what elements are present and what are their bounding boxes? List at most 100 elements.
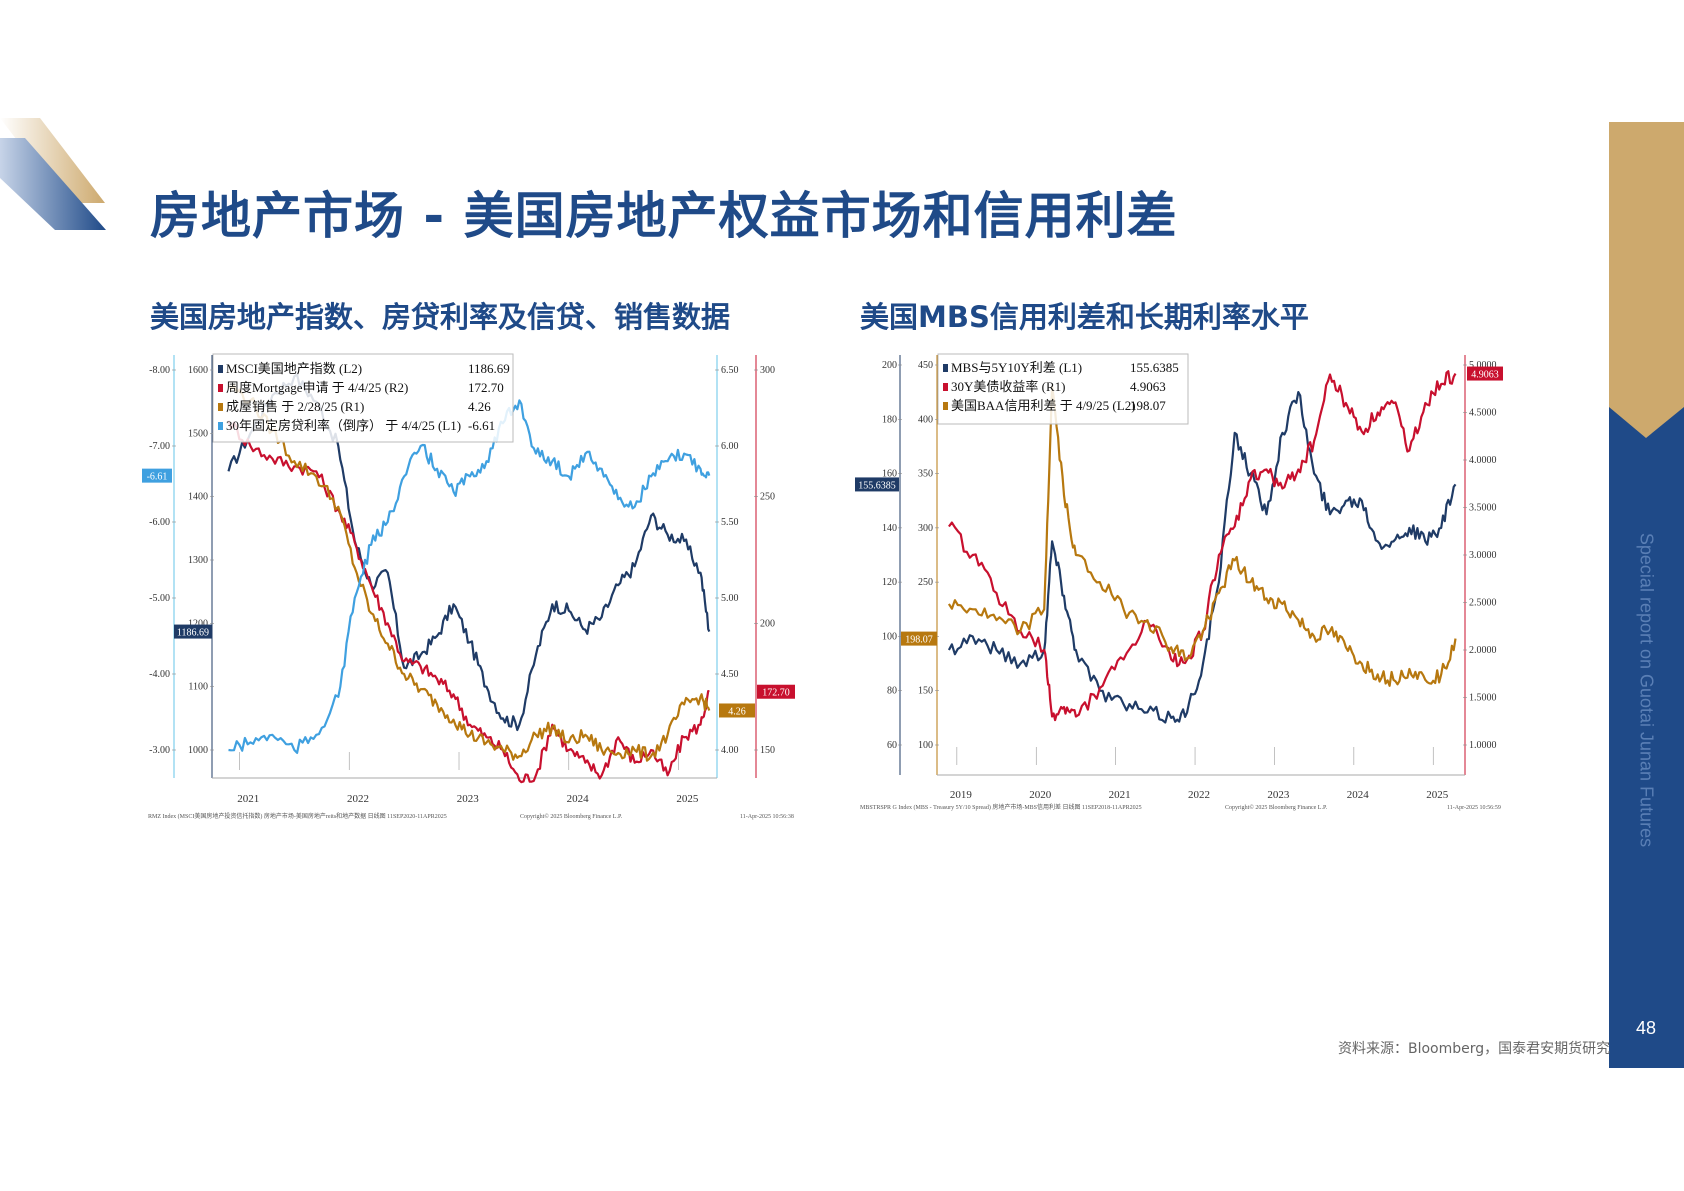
c2-axis-l2-tick: 100	[918, 740, 933, 751]
c2-axis-r1-tick: 3.0000	[1469, 550, 1497, 561]
c2-axis-r1-tick: 4.5000	[1469, 408, 1497, 419]
c2-axis-r1-tick: 2.5000	[1469, 598, 1497, 609]
c1-legend-swatch	[218, 422, 223, 430]
chart-2-footer-center: Copyright© 2025 Bloomberg Finance L.P.	[1225, 804, 1328, 811]
chart-1-legend: MSCI美国地产指数 (L2) 1186.69 周度Mortgage申请 于 4/4…	[212, 353, 514, 443]
chart-1: -3.00 -4.00 -5.00 -6.00 -7.00 -8.00 1600 1500 14…	[142, 353, 795, 820]
c2-x-tick-label: 2025	[1426, 789, 1449, 801]
c2-axis-l2-tick: 400	[918, 414, 933, 425]
c1-value-tag-label: 4.26	[728, 706, 746, 717]
c2-legend-value: 198.07	[1130, 398, 1166, 413]
c2-value-tag	[855, 477, 899, 492]
c1-axis-l1-tick: -5.00	[149, 593, 170, 604]
c1-axis-l1-tick: -7.00	[149, 441, 170, 452]
sidebar-notch-shape	[1609, 407, 1684, 438]
sidebar-vertical-text: Special report on Guotai Junan Futures	[1636, 532, 1657, 848]
c2-axis-r1-tick: 3.5000	[1469, 503, 1497, 514]
chart-2-footer-left: MBSTRSPR G Index (MBS - Treasury 5Y/10 S…	[860, 803, 1142, 811]
source-note: 资料来源：Bloomberg，国泰君安期货研究	[1338, 1041, 1611, 1057]
chart-1-footer-center: Copyright© 2025 Bloomberg Finance L.P.	[520, 813, 623, 820]
page-title: 房地产市场 - 美国房地产权益市场和信用利差	[150, 187, 1178, 245]
c1-axis-r1-tick: 4.00	[721, 745, 739, 756]
c1-axis-r2-tick: 200	[760, 618, 775, 629]
c2-axis-l1-tick: 180	[882, 414, 897, 425]
c1-series-line-1	[227, 420, 710, 784]
c2-value-tag-label: 4.9063	[1471, 370, 1499, 381]
c2-axis-l1-tick: 80	[887, 686, 897, 697]
c2-legend-swatch	[943, 383, 948, 391]
c1-value-tag-label: 172.70	[762, 688, 790, 699]
chart-1-footer-left: RMZ Index (MSCI美国房地产投资信托指数) 房地产市场-美国房地产r…	[148, 812, 447, 820]
chart-1-subtitle: 美国房地产指数、房贷利率及信贷、销售数据	[150, 300, 731, 334]
c1-legend-label: 周度Mortgage申请 于 4/4/25 (R2)	[226, 380, 408, 395]
c1-legend-value: -6.61	[468, 418, 495, 433]
c2-axis-l1-tick: 120	[882, 577, 897, 588]
c1-axis-l1-tick: -4.00	[149, 669, 170, 680]
c1-axis-l2-tick: 1500	[188, 428, 208, 439]
c1-axis-r1-tick: 6.00	[721, 441, 739, 452]
c2-series-line-0	[947, 390, 1457, 724]
c2-series-line-2	[947, 385, 1457, 687]
chart-2: 2001801601401201008060450400350300250200…	[855, 353, 1503, 811]
c2-axis-l2-tick: 350	[918, 469, 933, 480]
c1-axis-r1-tick: 5.50	[721, 517, 739, 528]
c1-legend-value: 4.26	[468, 399, 491, 414]
c1-value-tag	[757, 684, 795, 699]
c1-axis-r2-tick: 150	[760, 745, 775, 756]
chart-2-legend: MBS与5Y10Y利差 (L1) 155.6385 30Y美债收益率 (R1) 4.9…	[937, 353, 1189, 425]
sidebar-blue-band	[1609, 407, 1684, 1068]
c1-legend-value: 1186.69	[468, 361, 510, 376]
c1-axis-l2-tick: 1600	[188, 365, 208, 376]
c2-axis-l2-tick: 300	[918, 523, 933, 534]
logo-chevron-icon	[0, 118, 106, 230]
c1-axis-l2-tick: 1200	[188, 618, 208, 629]
c2-axis-l2-tick: 450	[918, 360, 933, 371]
c2-axis-r1-tick: 1.5000	[1469, 693, 1497, 704]
c1-value-tag-label: 1186.69	[177, 628, 209, 639]
c1-value-tag	[174, 624, 212, 639]
c1-series-line-3	[228, 399, 711, 754]
c1-axis-l2-tick: 1100	[188, 682, 208, 693]
c2-legend-label: 美国BAA信用利差 于 4/9/25 (L2)	[951, 398, 1136, 413]
c1-legend-swatch	[218, 365, 223, 373]
c2-legend-value: 4.9063	[1130, 379, 1166, 394]
c1-axis-r1-tick: 4.50	[721, 669, 739, 680]
c1-legend-label: 30年固定房贷利率（倒序） 于 4/4/25 (L1)	[226, 418, 461, 433]
c2-axis-l1-tick: 140	[882, 523, 897, 534]
c1-value-tag-label: -6.61	[147, 472, 168, 483]
c1-axis-r1-tick: 5.00	[721, 593, 739, 604]
c2-legend-label: 30Y美债收益率 (R1)	[951, 379, 1065, 394]
c2-value-tag-label: 155.6385	[858, 480, 896, 491]
c2-x-tick-label: 2020	[1029, 789, 1052, 801]
sidebar-band	[1609, 122, 1684, 1068]
c1-x-tick-label: 2025	[676, 793, 699, 805]
c1-x-tick-label: 2021	[237, 793, 259, 805]
c1-legend-label: MSCI美国地产指数 (L2)	[226, 361, 362, 376]
c2-axis-l2-tick: 150	[918, 686, 933, 697]
c2-axis-l1-tick: 100	[882, 631, 897, 642]
c1-legend-swatch	[218, 384, 223, 392]
chart-1-footer-right: 11-Apr-2025 10:56:38	[740, 814, 794, 820]
c2-legend-label: MBS与5Y10Y利差 (L1)	[951, 360, 1082, 375]
c2-x-tick-label: 2021	[1109, 789, 1131, 801]
c2-value-tag	[1467, 366, 1503, 381]
c1-series-line-2	[227, 384, 711, 762]
c2-axis-r1-tick: 2.0000	[1469, 645, 1497, 656]
c1-legend-label: 成屋销售 于 2/28/25 (R1)	[226, 399, 364, 414]
c2-series-line-1	[948, 370, 1457, 722]
c2-legend-swatch	[943, 402, 948, 410]
c1-value-tag	[719, 703, 755, 718]
c1-axis-r2-tick: 300	[760, 365, 775, 376]
c2-axis-r1-tick: 5.0000	[1469, 360, 1497, 371]
c2-axis-r1-tick: 1.0000	[1469, 740, 1497, 751]
c1-axis-r1-tick: 6.50	[721, 365, 739, 376]
page-number: 48	[1636, 1018, 1657, 1038]
sidebar-gold-band	[1609, 122, 1684, 407]
c1-axis-l1-tick: -8.00	[149, 365, 170, 376]
c2-axis-l2-tick: 250	[918, 577, 933, 588]
c1-axis-l2-tick: 1300	[188, 555, 208, 566]
c1-axis-l1-tick: -3.00	[149, 745, 170, 756]
c2-legend-value: 155.6385	[1130, 360, 1179, 375]
c2-axis-l1-tick: 60	[887, 740, 897, 751]
c1-x-tick-label: 2022	[347, 793, 369, 805]
